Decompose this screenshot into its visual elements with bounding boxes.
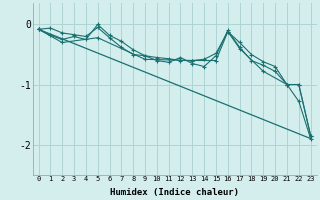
X-axis label: Humidex (Indice chaleur): Humidex (Indice chaleur) xyxy=(110,188,239,197)
